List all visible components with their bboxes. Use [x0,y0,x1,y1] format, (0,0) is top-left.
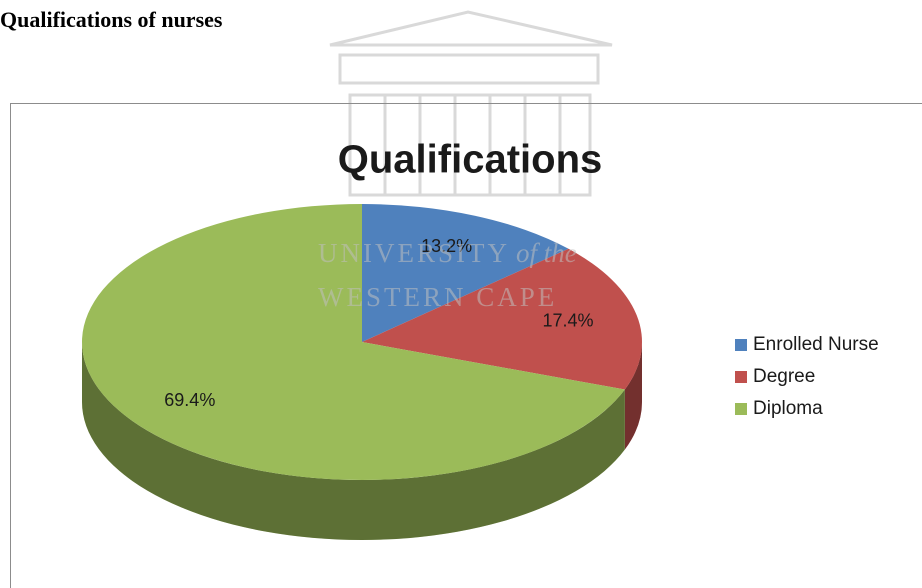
pie: 13.2% 17.4% 69.4% [82,204,642,541]
legend: Enrolled Nurse Degree Diploma [735,334,879,419]
legend-label: Degree [753,366,815,387]
slice-side [624,342,642,450]
watermark-text: WESTERN CAPE [318,282,557,312]
watermark-line: UNIVERSITY [318,238,510,268]
slice-side-shade [82,342,625,541]
chart-title: Qualifications [338,138,603,182]
data-label: 17.4% [543,311,594,331]
slice [362,248,642,390]
legend-swatch [735,339,747,351]
watermark-building [329,10,613,197]
slice-side-shade [624,342,642,450]
slice-side [82,342,625,541]
legend-swatch [735,403,747,415]
slice [82,204,625,480]
data-label: 13.2% [421,236,472,256]
watermark-suffix: of the [516,238,577,268]
watermark: UNIVERSITY of the WESTERN CAPE [318,238,577,312]
watermark-text: UNIVERSITY of the [318,238,577,268]
data-label: 69.4% [164,390,215,410]
heading: Qualifications of nurses [0,7,223,32]
legend-label: Enrolled Nurse [753,334,879,355]
legend-swatch [735,371,747,383]
slice [362,204,569,342]
chart-frame [10,103,922,588]
legend-label: Diploma [753,398,823,419]
